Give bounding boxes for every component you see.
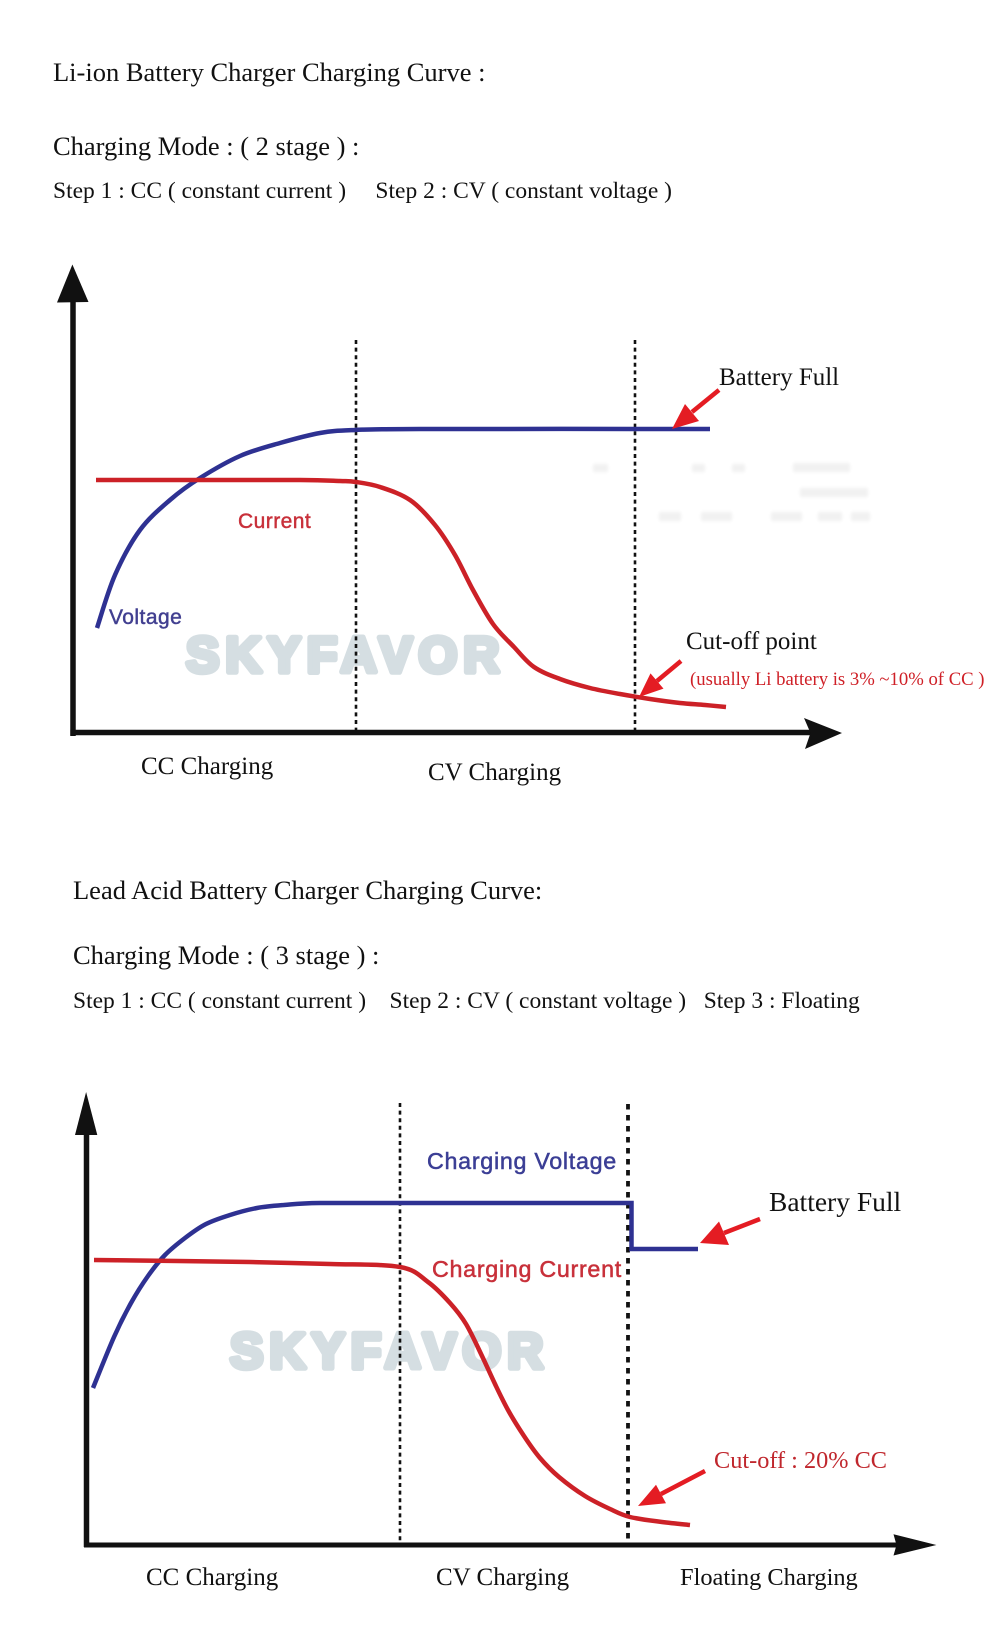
svg-text:CV Charging: CV Charging	[428, 759, 562, 786]
svg-text:SKYFAVOR: SKYFAVOR	[186, 627, 505, 683]
svg-text:Step 1 : CC ( constant current: Step 1 : CC ( constant current ) Step 2 …	[53, 178, 672, 204]
svg-text:Li-ion Battery Charger Chargin: Li-ion Battery Charger Charging Curve :	[53, 57, 486, 87]
svg-text:CC Charging: CC Charging	[146, 1564, 279, 1591]
svg-text:(usually Li battery is 3% ~10%: (usually Li battery is 3% ~10% of CC )	[690, 669, 985, 690]
svg-text:SKYFAVOR: SKYFAVOR	[230, 1323, 549, 1379]
svg-text:Lead Acid Battery Charger Char: Lead Acid Battery Charger Charging Curve…	[73, 875, 542, 905]
svg-text:Step 1 : CC ( constant current: Step 1 : CC ( constant current ) Step 2 …	[73, 988, 860, 1014]
svg-text:Charging Mode : ( 3 stage ) :: Charging Mode : ( 3 stage ) :	[73, 940, 379, 970]
svg-text:Charging Current: Charging Current	[432, 1256, 622, 1282]
svg-text:CV Charging: CV Charging	[436, 1564, 570, 1591]
svg-text:Battery Full: Battery Full	[769, 1186, 902, 1217]
svg-text:Cut-off : 20% CC: Cut-off : 20% CC	[714, 1447, 887, 1474]
svg-text:Current: Current	[238, 510, 311, 533]
svg-text:Voltage: Voltage	[109, 606, 182, 629]
svg-text:CC Charging: CC Charging	[141, 753, 274, 780]
svg-text:Charging Voltage: Charging Voltage	[427, 1148, 617, 1174]
svg-text:Floating Charging: Floating Charging	[680, 1564, 858, 1591]
svg-text:Charging Mode : ( 2 stage ) :: Charging Mode : ( 2 stage ) :	[53, 131, 359, 161]
svg-text:Battery Full: Battery Full	[719, 364, 839, 391]
svg-text:Cut-off point: Cut-off point	[686, 628, 817, 655]
